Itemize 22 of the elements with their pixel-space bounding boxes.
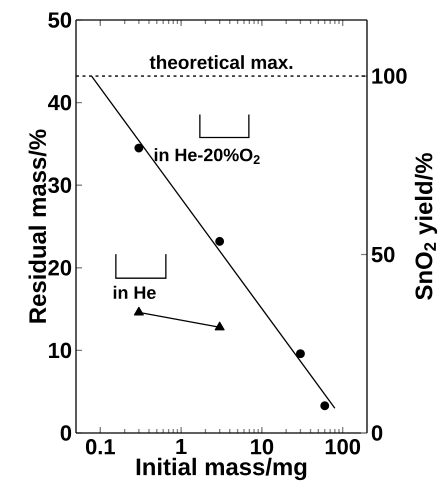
point — [134, 144, 144, 152]
point — [296, 349, 305, 358]
y-axis-title: Residual mass/% — [28, 129, 46, 323]
y-tick-label: 50 — [48, 12, 72, 28]
y2-tick-label: 0 — [372, 425, 382, 441]
ref-line-label: theoretical max. — [150, 55, 292, 70]
x-tick-label: 10 — [251, 438, 274, 454]
x-tick-label: 100 — [326, 438, 360, 454]
point — [215, 236, 224, 246]
y2-tick-label: 100 — [372, 68, 407, 84]
x-tick-label: 1 — [176, 438, 187, 454]
y-tick-label: 40 — [48, 94, 72, 110]
y-tick-label: 30 — [48, 177, 72, 193]
x-tick-label: 0.1 — [86, 438, 115, 454]
y-tick-label: 0 — [60, 425, 72, 441]
y-tick-label: 10 — [49, 342, 72, 358]
legend-label: in He — [114, 286, 156, 299]
x-axis-title: Initial mass/mg — [136, 458, 306, 480]
y2-axis-title: SnO$_{2}$ yield/% — [414, 153, 438, 300]
y-tick-label: 20 — [48, 260, 72, 276]
y2-tick-label: 50 — [372, 246, 394, 262]
legend-label: in He-20%O$_{2}$ — [154, 148, 260, 164]
